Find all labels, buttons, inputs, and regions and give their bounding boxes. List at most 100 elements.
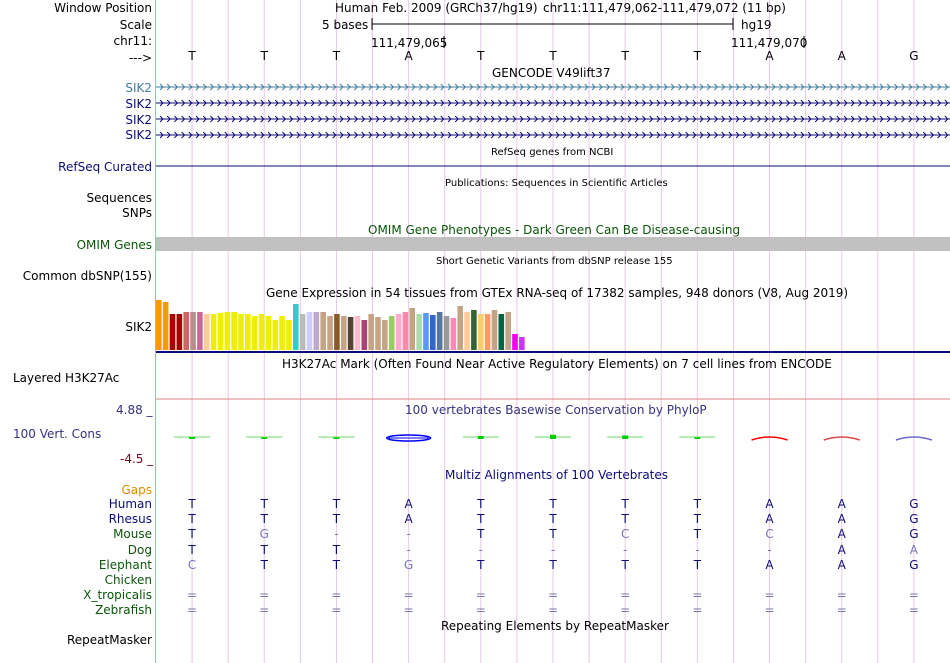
gtex-bar[interactable] <box>176 314 183 350</box>
publications-label-sequences[interactable]: Sequences <box>86 191 152 205</box>
gtex-bar[interactable] <box>361 320 368 350</box>
gtex-bar[interactable] <box>217 313 224 350</box>
strand-arrow <box>483 99 488 107</box>
omim-label[interactable]: OMIM Genes <box>76 238 152 252</box>
strand-arrow <box>483 131 488 139</box>
gtex-bar[interactable] <box>299 314 306 350</box>
gtex-bar[interactable] <box>334 314 340 350</box>
gtex-bar[interactable] <box>519 337 525 350</box>
gtex-bar[interactable] <box>203 314 210 350</box>
gtex-bar[interactable] <box>347 317 354 350</box>
gtex-bar[interactable] <box>450 318 457 350</box>
species-label[interactable]: Elephant <box>98 557 152 572</box>
gtex-bar[interactable] <box>340 316 347 350</box>
strand-arrow <box>505 115 510 123</box>
conservation-chart[interactable] <box>156 418 950 458</box>
gtex-bar[interactable] <box>313 312 320 350</box>
gtex-bar[interactable] <box>416 314 422 350</box>
gtex-bar[interactable] <box>190 312 196 350</box>
gtex-bar[interactable] <box>169 314 176 350</box>
species-label[interactable]: Human <box>108 497 152 511</box>
gtex-bar[interactable] <box>306 312 313 350</box>
gtex-bar[interactable] <box>279 316 285 350</box>
gtex-bar[interactable] <box>477 314 484 350</box>
strand-arrow <box>382 99 387 107</box>
gtex-bar[interactable] <box>327 316 333 350</box>
gencode-label-1[interactable]: SIK2 <box>125 81 152 95</box>
strand-arrow <box>512 83 517 91</box>
alignment-base: T <box>260 542 268 557</box>
strand-arrow <box>289 83 294 91</box>
gtex-bar[interactable] <box>354 316 361 350</box>
gtex-bar[interactable] <box>436 312 443 350</box>
gtex-bar[interactable] <box>258 314 265 350</box>
gtex-label[interactable]: SIK2 <box>125 320 152 334</box>
strand-arrow <box>303 99 308 107</box>
coord-2: 111,479,070 <box>731 36 808 50</box>
strand-arrow <box>922 131 927 139</box>
gtex-bar[interactable] <box>395 314 402 350</box>
dbsnp-label[interactable]: Common dbSNP(155) <box>22 269 152 283</box>
gtex-bar[interactable] <box>443 316 450 350</box>
strand-arrow <box>368 115 373 123</box>
gtex-bar[interactable] <box>457 306 463 350</box>
refseq-label[interactable]: RefSeq Curated <box>58 160 152 174</box>
gtex-bar[interactable] <box>505 312 511 350</box>
gtex-bar-chart[interactable] <box>155 292 555 352</box>
gtex-bar[interactable] <box>224 312 231 350</box>
omim-bar[interactable] <box>156 237 950 251</box>
gtex-bar[interactable] <box>388 316 395 350</box>
gtex-bar[interactable] <box>210 314 217 350</box>
gtex-bar[interactable] <box>402 312 409 350</box>
gtex-bar[interactable] <box>265 316 272 350</box>
gtex-bar[interactable] <box>368 314 374 350</box>
gtex-bar[interactable] <box>286 320 292 350</box>
species-label[interactable]: Dog <box>127 542 152 557</box>
strand-arrow <box>346 99 351 107</box>
species-label[interactable]: Zebrafish <box>95 603 152 618</box>
strand-arrow <box>238 99 243 107</box>
alignment-base: = <box>259 603 270 618</box>
gtex-bar[interactable] <box>272 320 279 350</box>
species-label[interactable]: X_tropicalis <box>83 588 152 603</box>
gtex-bar[interactable] <box>464 312 470 350</box>
conservation-label[interactable]: 100 Vert. Cons <box>13 427 102 441</box>
gtex-bar[interactable] <box>512 334 518 350</box>
gtex-bar[interactable] <box>162 302 169 350</box>
gtex-bar[interactable] <box>484 314 491 350</box>
gtex-bar[interactable] <box>238 314 244 350</box>
repeat-label[interactable]: RepeatMasker <box>66 633 152 647</box>
gtex-bar[interactable] <box>375 317 381 350</box>
gtex-bar[interactable] <box>245 314 251 350</box>
gtex-bar[interactable] <box>471 310 477 350</box>
gtex-bar[interactable] <box>491 310 498 350</box>
gencode-label-2[interactable]: SIK2 <box>125 97 152 111</box>
gtex-bar[interactable] <box>423 313 429 350</box>
gencode-label-3[interactable]: SIK2 <box>125 113 152 127</box>
cons-bar <box>895 436 933 441</box>
strand-arrow <box>555 115 560 123</box>
gtex-bar[interactable] <box>382 320 388 350</box>
gtex-bar[interactable] <box>430 315 436 350</box>
gencode-label-4[interactable]: SIK2 <box>125 128 152 142</box>
gtex-bar[interactable] <box>498 314 505 350</box>
strand-arrow <box>490 83 495 91</box>
gtex-bar[interactable] <box>320 312 326 350</box>
species-label[interactable]: Mouse <box>113 527 152 542</box>
gtex-bar[interactable] <box>231 312 237 350</box>
gtex-bar[interactable] <box>293 304 299 350</box>
gtex-bar[interactable] <box>197 312 203 350</box>
gtex-bar[interactable] <box>156 300 162 350</box>
strand-arrow <box>584 131 589 139</box>
gaps-label[interactable]: Gaps <box>121 483 152 497</box>
strand-arrow <box>368 83 373 91</box>
species-label[interactable]: Chicken <box>104 573 152 587</box>
publications-label-snps[interactable]: SNPs <box>122 206 152 220</box>
h3k27-label[interactable]: Layered H3K27Ac <box>13 371 120 385</box>
alignment-base: = <box>259 588 270 603</box>
strand-arrow <box>318 99 323 107</box>
gtex-bar[interactable] <box>409 308 416 350</box>
gtex-bar[interactable] <box>183 312 189 350</box>
species-label[interactable]: Rhesus <box>108 512 152 527</box>
gtex-bar[interactable] <box>251 316 258 350</box>
